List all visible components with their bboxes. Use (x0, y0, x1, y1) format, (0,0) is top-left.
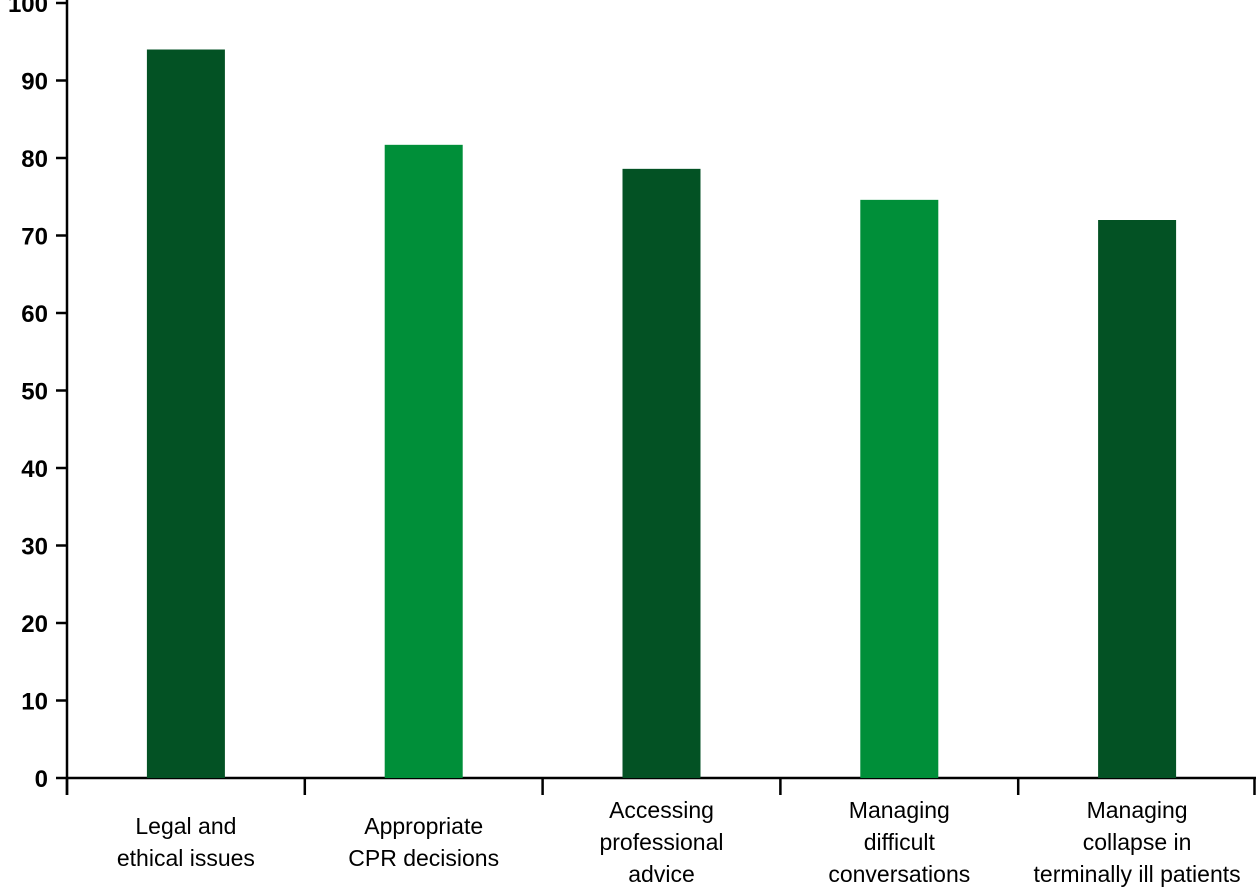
bars (146, 49, 1177, 779)
x-category-label-line: Appropriate (364, 813, 483, 839)
x-axis (65, 776, 1256, 795)
x-category-label-line: Legal and (135, 813, 236, 839)
y-tick-label: 100 (8, 0, 48, 18)
x-category-label: Managing difficult conversations (828, 797, 970, 887)
y-tick-label: 40 (21, 456, 48, 483)
x-category-label-line: Managing (1087, 797, 1188, 823)
x-category-label-line: conversations (828, 861, 970, 887)
x-category-label-line: Accessing (609, 797, 714, 823)
x-category-label: Legal and ethical issues (117, 813, 255, 871)
x-category-label: Accessing professional advice (599, 797, 723, 887)
y-tick-label: 50 (21, 379, 48, 406)
x-category-label-line: collapse in (1083, 829, 1192, 855)
y-tick-label: 20 (21, 611, 48, 638)
y-tick-label: 90 (21, 69, 48, 96)
bar (860, 199, 939, 779)
y-tick-label: 30 (21, 534, 48, 561)
x-category-label-line: advice (628, 861, 694, 887)
x-category-label-line: CPR decisions (348, 845, 499, 871)
bar (622, 168, 701, 779)
x-category-label-line: Managing (849, 797, 950, 823)
bar (1098, 220, 1177, 778)
x-category-label: Managing collapse in terminally ill patien… (1034, 797, 1241, 887)
x-category-label: Appropriate CPR decisions (348, 813, 499, 871)
y-tick-label: 80 (21, 146, 48, 173)
x-category-label-line: professional (599, 829, 723, 855)
x-category-label-line: ethical issues (117, 845, 255, 871)
y-tick-label: 70 (21, 224, 48, 251)
y-tick-label: 60 (21, 301, 48, 328)
bar (384, 144, 463, 778)
x-category-label-line: difficult (864, 829, 936, 855)
y-tick-label: 0 (35, 766, 48, 793)
category-labels: Legal and ethical issues Appropriate CPR de… (117, 797, 1241, 887)
y-tick-label: 10 (21, 689, 48, 716)
x-category-label-line: terminally ill patients (1034, 861, 1241, 887)
y-axis: 0 10 20 30 40 50 60 70 80 90 100 (8, 0, 69, 795)
bar (146, 49, 225, 778)
